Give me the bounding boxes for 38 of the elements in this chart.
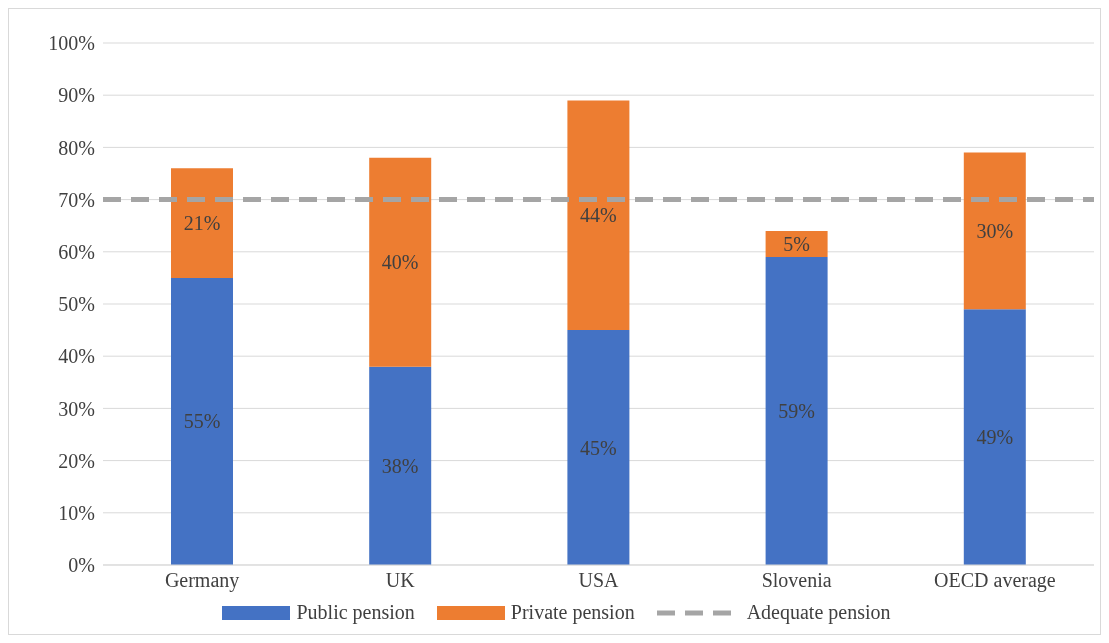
y-tick-label: 40%	[58, 345, 95, 368]
data-label: 5%	[783, 232, 810, 255]
y-tick-label: 60%	[58, 240, 95, 263]
legend-label: Private pension	[510, 601, 635, 624]
x-tick-label: USA	[578, 569, 620, 592]
bar	[369, 366, 432, 565]
x-tick-label: OECD average	[934, 569, 1056, 593]
legend-label: Adequate pension	[746, 601, 891, 624]
data-label: 30%	[976, 219, 1014, 242]
data-label: 21%	[183, 212, 221, 235]
data-label: 59%	[778, 400, 815, 423]
y-tick-label: 70%	[58, 188, 95, 211]
y-tick-label: 90%	[58, 84, 95, 107]
bar	[369, 157, 432, 367]
bar	[963, 309, 1026, 565]
bar	[567, 100, 630, 331]
legend-label: Public pension	[296, 601, 415, 624]
y-tick-label: 0%	[68, 554, 95, 577]
bar	[567, 330, 630, 565]
y-tick-label: 50%	[58, 293, 95, 316]
bar	[765, 257, 828, 565]
y-tick-label: 30%	[58, 397, 95, 420]
data-label: 38%	[381, 454, 419, 477]
data-label: 40%	[381, 251, 419, 274]
data-label: 45%	[580, 436, 617, 459]
bar	[963, 152, 1026, 310]
data-label: 44%	[580, 204, 617, 227]
data-label: 49%	[976, 426, 1014, 449]
y-tick-label: 100%	[48, 32, 95, 55]
bar	[171, 168, 233, 278]
x-tick-label: Germany	[164, 569, 240, 593]
x-tick-label: Slovenia	[761, 569, 832, 592]
x-tick-label: UK	[385, 569, 416, 592]
y-tick-label: 80%	[58, 136, 95, 159]
y-tick-label: 20%	[58, 449, 95, 472]
y-tick-label: 10%	[58, 501, 95, 524]
bar	[171, 277, 233, 565]
data-label: 55%	[183, 410, 221, 433]
